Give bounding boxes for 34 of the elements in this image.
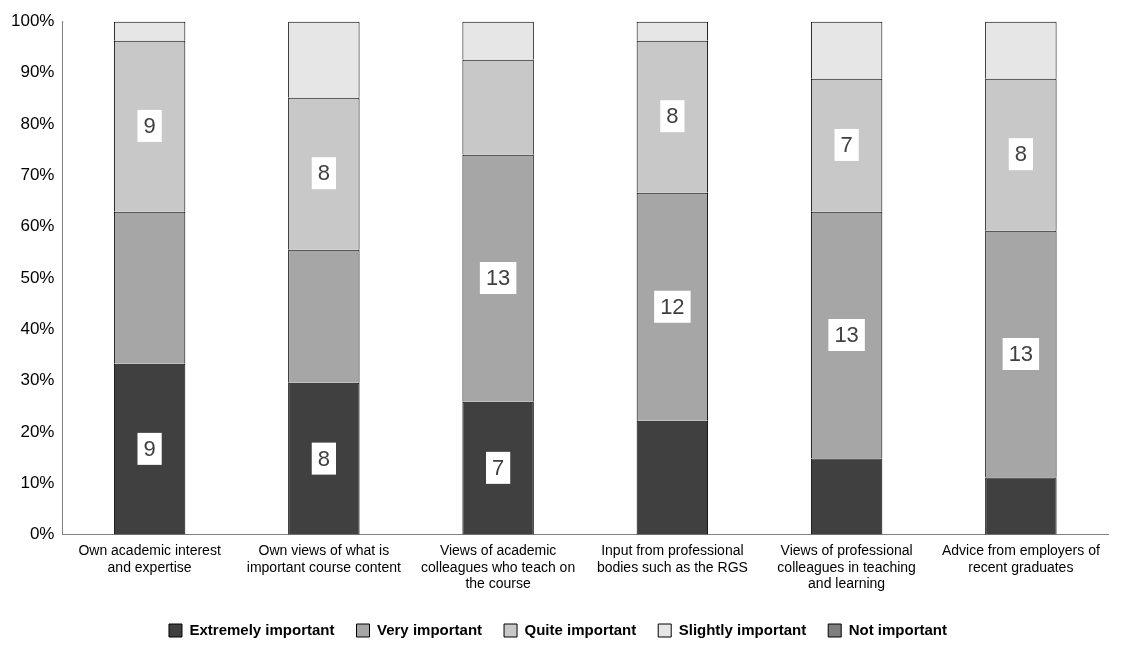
annotation: 13 xyxy=(485,264,511,290)
x-tick-label: Own views of what is important course content xyxy=(246,541,402,575)
y-tick-label: 90% xyxy=(20,62,55,82)
legend-label: Not important xyxy=(848,620,948,638)
y-tick-label: 10% xyxy=(20,472,55,492)
legend-label: Slightly important xyxy=(678,620,807,638)
legend-label: Quite important xyxy=(524,620,637,638)
y-tick-label: 60% xyxy=(20,216,55,236)
y-tick-label: 0% xyxy=(29,524,55,544)
y-tick-label: 50% xyxy=(20,267,55,287)
annotation: 7 xyxy=(840,131,853,157)
annotation: 9 xyxy=(143,435,156,461)
x-tick-label: Views of professional colleagues in teaching and learning xyxy=(777,541,916,592)
annotation: 8 xyxy=(1014,141,1027,167)
x-tick-label: Own academic interest and expertise xyxy=(78,541,221,575)
annotation: 12 xyxy=(660,293,685,319)
x-tick-label: Views of academic colleagues who teach on the course xyxy=(421,541,576,592)
x-tick-label: Advice from employers of recent graduates xyxy=(941,541,1100,575)
annotation: 8 xyxy=(666,103,679,129)
annotation: 9 xyxy=(143,113,156,138)
y-tick-label: 100% xyxy=(11,10,55,30)
y-tick-label: 40% xyxy=(20,318,55,338)
x-tick-label: Input from professional bodies such as the RGS xyxy=(596,541,748,575)
annotation: 13 xyxy=(1008,340,1034,366)
annotation: 13 xyxy=(834,321,859,347)
y-tick-label: 20% xyxy=(20,421,55,441)
y-tick-label: 80% xyxy=(20,113,55,133)
annotation: 8 xyxy=(317,445,330,471)
legend-label: Extremely important xyxy=(189,620,335,638)
y-tick-label: 70% xyxy=(20,164,55,184)
annotation: 8 xyxy=(317,160,330,186)
legend-label: Very important xyxy=(377,620,483,638)
y-tick-label: 30% xyxy=(20,370,55,390)
annotation: 7 xyxy=(491,454,505,480)
